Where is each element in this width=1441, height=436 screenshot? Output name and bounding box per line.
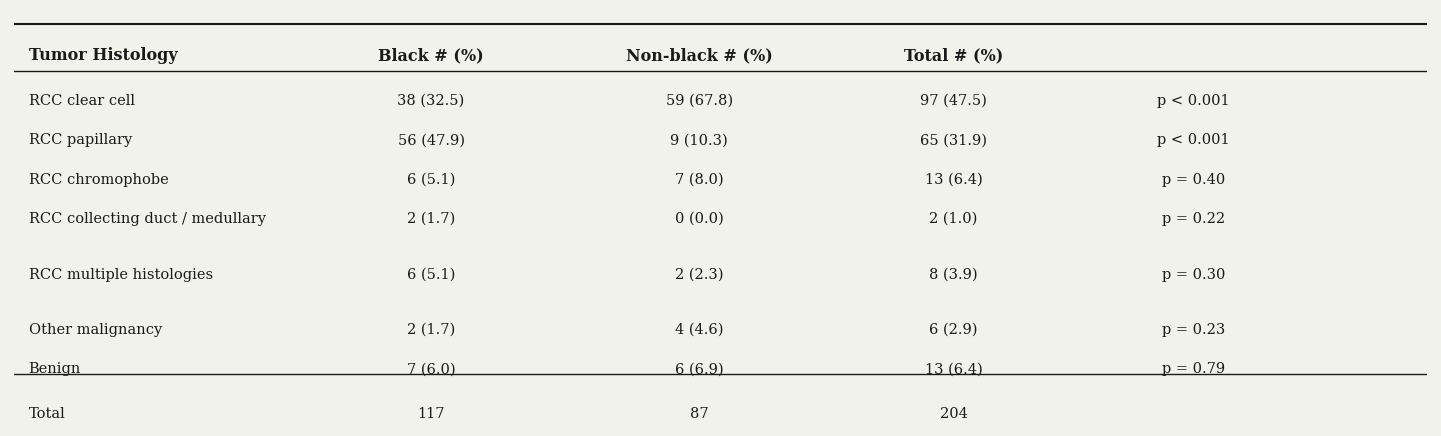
- Text: 65 (31.9): 65 (31.9): [919, 133, 987, 147]
- Text: 0 (0.0): 0 (0.0): [674, 212, 723, 226]
- Text: RCC clear cell: RCC clear cell: [29, 94, 134, 108]
- Text: p = 0.22: p = 0.22: [1161, 212, 1225, 226]
- Text: 4 (4.6): 4 (4.6): [674, 323, 723, 337]
- Text: 2 (1.0): 2 (1.0): [929, 212, 977, 226]
- Text: p = 0.79: p = 0.79: [1161, 362, 1225, 376]
- Text: 87: 87: [690, 407, 709, 421]
- Text: p < 0.001: p < 0.001: [1157, 94, 1229, 108]
- Text: 13 (6.4): 13 (6.4): [925, 362, 983, 376]
- Text: 7 (6.0): 7 (6.0): [406, 362, 455, 376]
- Text: Total: Total: [29, 407, 65, 421]
- Text: 9 (10.3): 9 (10.3): [670, 133, 728, 147]
- Text: Black # (%): Black # (%): [378, 47, 484, 64]
- Text: 97 (47.5): 97 (47.5): [919, 94, 987, 108]
- Text: 2 (2.3): 2 (2.3): [674, 268, 723, 282]
- Text: 59 (67.8): 59 (67.8): [666, 94, 733, 108]
- Text: 6 (2.9): 6 (2.9): [929, 323, 978, 337]
- Text: Benign: Benign: [29, 362, 81, 376]
- Text: p < 0.001: p < 0.001: [1157, 133, 1229, 147]
- Text: 7 (8.0): 7 (8.0): [674, 173, 723, 187]
- Text: 2 (1.7): 2 (1.7): [406, 323, 455, 337]
- Text: RCC papillary: RCC papillary: [29, 133, 131, 147]
- Text: 204: 204: [940, 407, 967, 421]
- Text: 6 (5.1): 6 (5.1): [406, 173, 455, 187]
- Text: p = 0.23: p = 0.23: [1161, 323, 1225, 337]
- Text: p = 0.30: p = 0.30: [1161, 268, 1225, 282]
- Text: 38 (32.5): 38 (32.5): [398, 94, 464, 108]
- Text: 13 (6.4): 13 (6.4): [925, 173, 983, 187]
- Text: Non-black # (%): Non-black # (%): [625, 47, 772, 64]
- Text: 6 (5.1): 6 (5.1): [406, 268, 455, 282]
- Text: RCC chromophobe: RCC chromophobe: [29, 173, 169, 187]
- Text: 2 (1.7): 2 (1.7): [406, 212, 455, 226]
- Text: RCC multiple histologies: RCC multiple histologies: [29, 268, 213, 282]
- Text: Other malignancy: Other malignancy: [29, 323, 161, 337]
- Text: Total # (%): Total # (%): [904, 47, 1003, 64]
- Text: Tumor Histology: Tumor Histology: [29, 47, 177, 64]
- Text: 8 (3.9): 8 (3.9): [929, 268, 978, 282]
- Text: 6 (6.9): 6 (6.9): [674, 362, 723, 376]
- Text: RCC collecting duct / medullary: RCC collecting duct / medullary: [29, 212, 265, 226]
- Text: 117: 117: [418, 407, 445, 421]
- Text: p = 0.40: p = 0.40: [1161, 173, 1225, 187]
- Text: 56 (47.9): 56 (47.9): [398, 133, 464, 147]
